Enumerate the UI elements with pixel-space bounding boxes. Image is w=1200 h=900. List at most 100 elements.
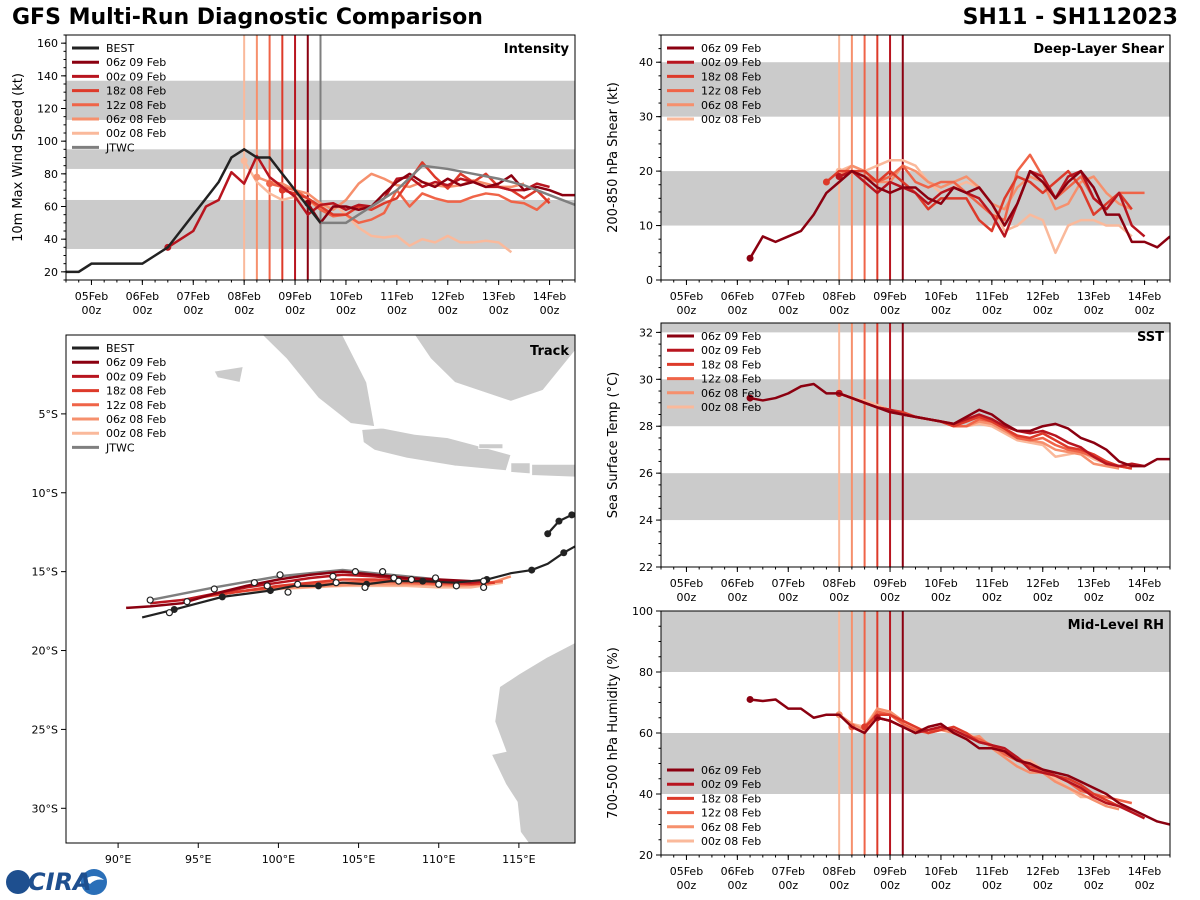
best-track-point <box>218 593 226 601</box>
best-track-line <box>66 147 322 274</box>
panel-title: Mid-Level RH <box>1068 618 1164 633</box>
x-tick-day-label: 09Feb <box>278 290 311 303</box>
land-island <box>213 366 244 383</box>
storm-id: SH11 - SH112023 <box>962 5 1178 30</box>
x-tick-day-label: 10Feb <box>924 290 957 303</box>
x-tick-day-label: 08Feb <box>822 577 855 590</box>
series-line-3 <box>269 182 551 225</box>
x-tick-day-label: 14Feb <box>1128 577 1161 590</box>
panel-shear: 01020304005Feb00z06Feb00z07Feb00z08Feb00… <box>606 34 1171 317</box>
x-tick-hour-label: 00z <box>1135 591 1155 604</box>
land-malaya <box>326 335 344 336</box>
init-marker <box>746 254 754 262</box>
threshold-band <box>661 473 1170 521</box>
init-marker <box>240 157 248 165</box>
x-tick-day-label: 05Feb <box>670 290 703 303</box>
y-axis-label: 200-850 hPa Shear (kt) <box>606 82 621 233</box>
legend-label: 06z 08 Feb <box>106 413 166 426</box>
legend-label: 18z 08 Feb <box>701 70 761 83</box>
x-tick-hour-label: 00z <box>82 304 102 317</box>
legend-label: 00z 08 Feb <box>106 127 166 140</box>
legend-label: 00z 09 Feb <box>106 370 166 383</box>
y-tick-label: 40 <box>639 56 653 69</box>
forecast-point <box>390 574 398 582</box>
series-line-0 <box>749 698 1170 826</box>
legend-label: BEST <box>106 42 134 55</box>
panel-track: 90°E 95°E 100°E 105°E 110°E 115°E 5°S 10°S 15°S 2… <box>32 334 576 866</box>
series-line-5 <box>243 160 513 254</box>
x-tick-hour-label: 00z <box>1084 591 1104 604</box>
threshold-band <box>661 323 1170 333</box>
forecast-point <box>379 568 387 576</box>
y-tick-label: 10°S <box>32 487 58 500</box>
panel-intensity: 2040608010012014016005Feb00z06Feb00z07Fe… <box>11 34 576 317</box>
x-tick-hour-label: 00z <box>880 591 900 604</box>
x-tick-day-label: 08Feb <box>822 290 855 303</box>
y-tick-label: 30 <box>639 373 653 386</box>
x-tick-label: 100°E <box>262 853 295 866</box>
x-tick-hour-label: 00z <box>387 304 407 317</box>
x-tick-day-label: 05Feb <box>670 577 703 590</box>
x-tick-day-label: 07Feb <box>772 865 805 878</box>
x-tick-day-label: 14Feb <box>1128 865 1161 878</box>
legend-label: 06z 09 Feb <box>701 330 761 343</box>
x-tick-day-label: 10Feb <box>924 577 957 590</box>
x-tick-day-label: 07Feb <box>772 577 805 590</box>
map-area <box>126 335 575 843</box>
x-tick-hour-label: 00z <box>677 304 697 317</box>
plot-area <box>746 35 1170 280</box>
x-tick-day-label: 11Feb <box>975 865 1008 878</box>
y-tick-label: 26 <box>639 467 653 480</box>
legend-label: 12z 08 Feb <box>106 399 166 412</box>
x-tick-hour-label: 00z <box>931 879 951 892</box>
x-tick-day-label: 08Feb <box>227 290 260 303</box>
x-tick-hour-label: 00z <box>880 304 900 317</box>
y-tick-label: 32 <box>639 326 653 339</box>
x-tick-day-label: 07Feb <box>177 290 210 303</box>
x-tick-hour-label: 00z <box>1033 304 1053 317</box>
legend-label: 06z 08 Feb <box>701 99 761 112</box>
forecast-point <box>332 579 340 587</box>
x-tick-day-label: 12Feb <box>1026 577 1059 590</box>
best-track-point <box>528 566 536 574</box>
x-tick-day-label: 07Feb <box>772 290 805 303</box>
panel-sst: 22242628303205Feb00z06Feb00z07Feb00z08Fe… <box>606 322 1171 604</box>
best-track-point <box>419 577 427 585</box>
legend-label: 00z 08 Feb <box>701 835 761 848</box>
init-marker <box>253 173 261 181</box>
x-tick-day-label: 06Feb <box>721 577 754 590</box>
x-tick-hour-label: 00z <box>336 304 356 317</box>
land-borneo <box>414 335 575 402</box>
legend-label: 00z 09 Feb <box>701 56 761 69</box>
x-tick-day-label: 11Feb <box>975 577 1008 590</box>
legend-label: 18z 08 Feb <box>701 358 761 371</box>
panel-title: SST <box>1137 330 1164 345</box>
init-marker <box>861 723 869 731</box>
series-line-0 <box>748 169 1170 259</box>
x-tick-hour-label: 00z <box>677 591 697 604</box>
land-java <box>361 427 512 472</box>
legend-label: 00z 09 Feb <box>701 778 761 791</box>
x-tick-hour-label: 00z <box>1084 879 1104 892</box>
init-marker <box>746 695 754 703</box>
y-tick-label: 40 <box>44 233 58 246</box>
series-line-1 <box>838 392 1145 468</box>
plot-area <box>746 611 1170 855</box>
x-tick-label: 90°E <box>105 853 131 866</box>
chart-title: GFS Multi-Run Diagnostic Comparison <box>12 5 483 30</box>
x-tick-day-label: 05Feb <box>75 290 108 303</box>
globe-icon <box>6 870 30 894</box>
y-tick-label: 60 <box>44 201 58 214</box>
best-track-point <box>555 517 563 525</box>
swirl-icon <box>84 876 104 884</box>
x-tick-day-label: 14Feb <box>533 290 566 303</box>
x-tick-hour-label: 00z <box>489 304 509 317</box>
legend-label: 18z 08 Feb <box>106 85 166 98</box>
y-tick-label: 100 <box>37 135 58 148</box>
panel-title: Track <box>530 344 569 359</box>
forecast-point <box>165 609 174 617</box>
y-axis-label: Sea Surface Temp (°C) <box>606 372 621 519</box>
x-tick-day-label: 09Feb <box>873 290 906 303</box>
y-tick-label: 100 <box>632 605 653 618</box>
y-tick-label: 24 <box>639 514 653 527</box>
